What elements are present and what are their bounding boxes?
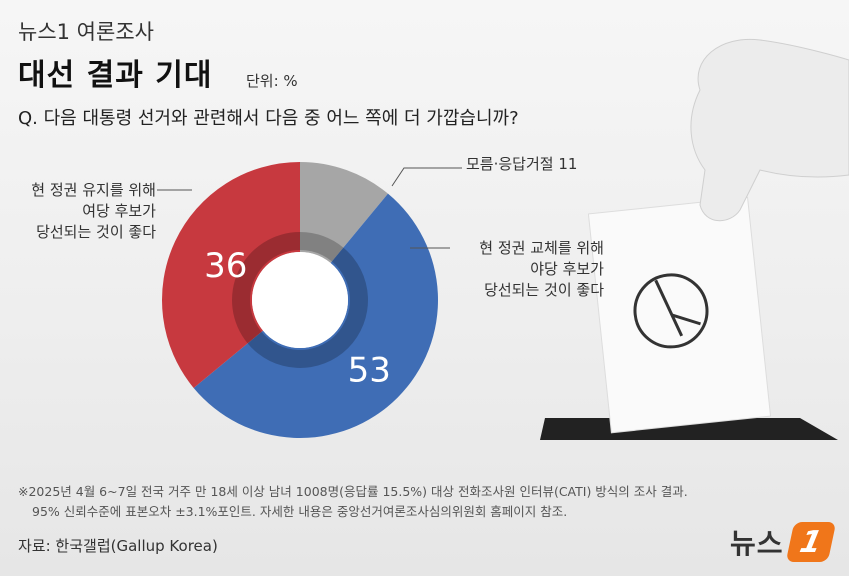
- slice-ruling-value: 36: [204, 246, 247, 286]
- slice-opposition-value: 53: [348, 350, 391, 390]
- inner-ring: [232, 232, 369, 369]
- slice-ruling: [162, 162, 300, 388]
- source-label: 자료: 한국갤럽(Gallup Korea): [18, 537, 218, 555]
- label-ruling-line-3: 당선되는 것이 좋다: [36, 223, 156, 241]
- logo-text: 뉴스: [730, 527, 784, 560]
- slice-opposition-inner-band: [247, 247, 369, 369]
- label-ruling-line-1: 현 정권 유지를 위해: [31, 181, 156, 199]
- page-title: 대선 결과 기대: [18, 58, 213, 93]
- brand-label: 뉴스1 여론조사: [18, 20, 154, 44]
- label-opposition-line-1: 현 정권 교체를 위해: [479, 239, 604, 257]
- label-ruling-line-2: 여당 후보가: [82, 202, 156, 220]
- slice-opposition: [193, 193, 439, 439]
- label-opposition-party: 현 정권 교체를 위해 야당 후보가 당선되는 것이 좋다: [454, 238, 604, 301]
- survey-question: Q. 다음 대통령 선거와 관련해서 다음 중 어느 쪽에 더 가깝습니까?: [18, 108, 519, 129]
- slice-dont-know-inner-band: [300, 232, 344, 262]
- unit-label: 단위: %: [246, 72, 298, 90]
- footnote-line-1: ※2025년 4월 6~7일 전국 거주 만 18세 이상 남녀 1008명(응…: [18, 484, 688, 499]
- footnote: ※2025년 4월 6~7일 전국 거주 만 18세 이상 남녀 1008명(응…: [18, 482, 688, 522]
- donut-chart: [162, 162, 439, 439]
- value-labels: 53 36: [204, 246, 391, 390]
- footnote-line-2: 95% 신뢰수준에 표본오차 ±3.1%포인트. 자세한 내용은 중앙선거여론조…: [32, 504, 568, 519]
- label-opposition-line-3: 당선되는 것이 좋다: [484, 281, 604, 299]
- leader-line-dk: [391, 167, 462, 187]
- label-ruling-party: 현 정권 유지를 위해 여당 후보가 당선되는 것이 좋다: [8, 180, 156, 243]
- label-opposition-line-2: 야당 후보가: [530, 260, 604, 278]
- ballot-illustration: [540, 38, 849, 440]
- logo-badge: 1: [785, 522, 836, 562]
- slice-dont-know: [300, 162, 388, 264]
- label-dont-know: 모름·응답거절 11: [466, 155, 578, 173]
- donut-hole: [252, 252, 348, 348]
- news1-logo: 뉴스 1: [730, 518, 836, 566]
- slice-ruling-inner-band: [232, 232, 300, 344]
